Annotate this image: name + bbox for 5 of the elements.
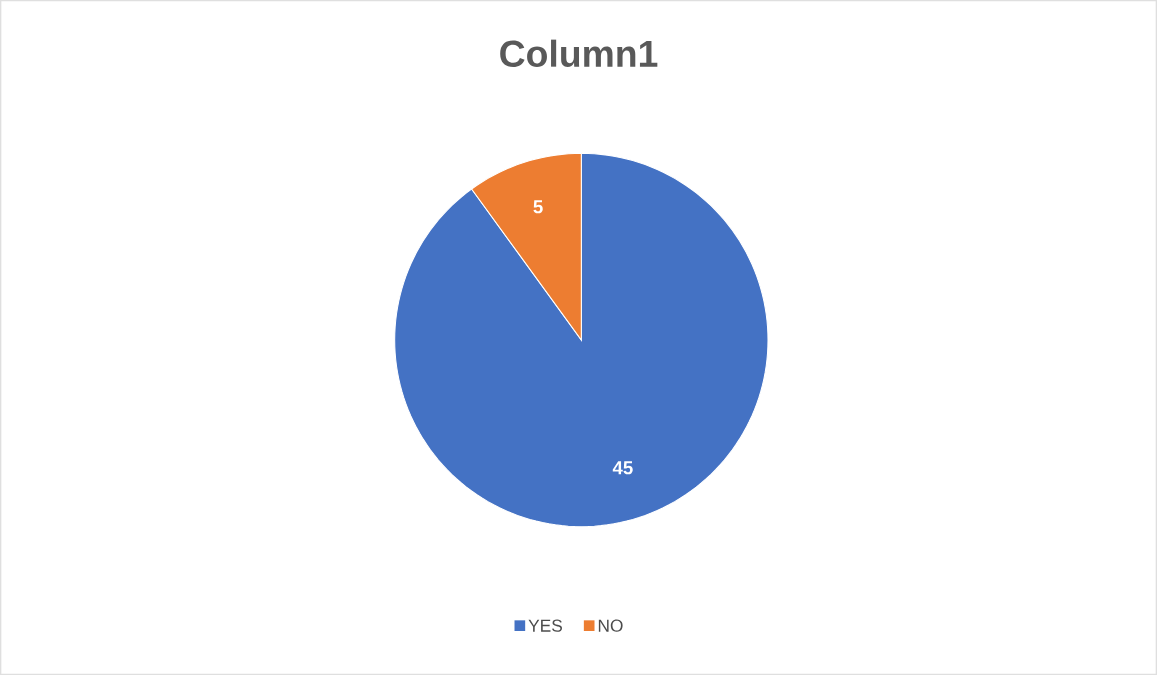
chart-title: Column1 [500, 39, 658, 68]
data-label: 45 [612, 461, 633, 475]
legend-label: NO [598, 619, 623, 632]
legend-label: YES [528, 619, 562, 632]
data-label: 5 [533, 200, 543, 214]
